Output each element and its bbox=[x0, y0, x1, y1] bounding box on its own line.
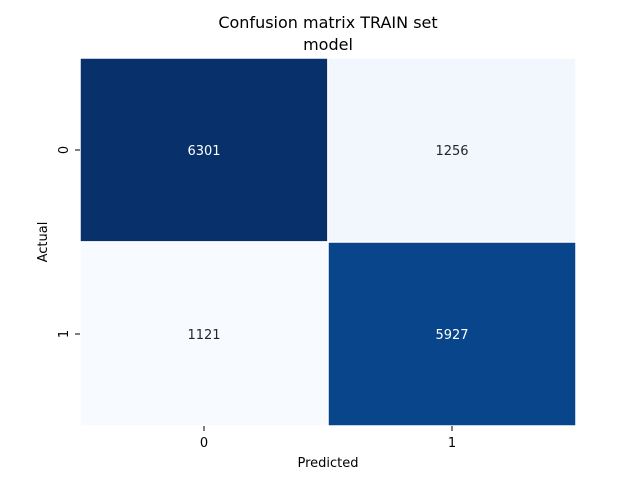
heatmap-cell-0-1 bbox=[327, 57, 577, 243]
heatmap-cell-1-0 bbox=[79, 241, 329, 427]
heatmap-cells bbox=[79, 57, 577, 427]
y-axis-ticks: 01 bbox=[57, 146, 80, 338]
y-axis-label: Actual bbox=[36, 222, 51, 263]
heatmap-cell-0-0 bbox=[79, 57, 329, 243]
x-axis-label: Predicted bbox=[297, 456, 358, 471]
x-tick-label-0: 0 bbox=[200, 436, 208, 451]
y-tick-label-1: 1 bbox=[57, 330, 72, 338]
heatmap-cell-1-1 bbox=[327, 241, 577, 427]
x-tick-label-1: 1 bbox=[448, 436, 456, 451]
cell-value-1-0: 1121 bbox=[187, 328, 220, 343]
chart-subtitle: model bbox=[303, 35, 353, 54]
cell-value-labels: 6301 1256 1121 5927 bbox=[187, 144, 468, 343]
cell-value-0-0: 6301 bbox=[187, 144, 220, 159]
cell-value-0-1: 1256 bbox=[435, 144, 468, 159]
y-tick-label-0: 0 bbox=[57, 146, 72, 154]
cell-value-1-1: 5927 bbox=[435, 328, 468, 343]
chart-title: Confusion matrix TRAIN set bbox=[218, 13, 437, 32]
